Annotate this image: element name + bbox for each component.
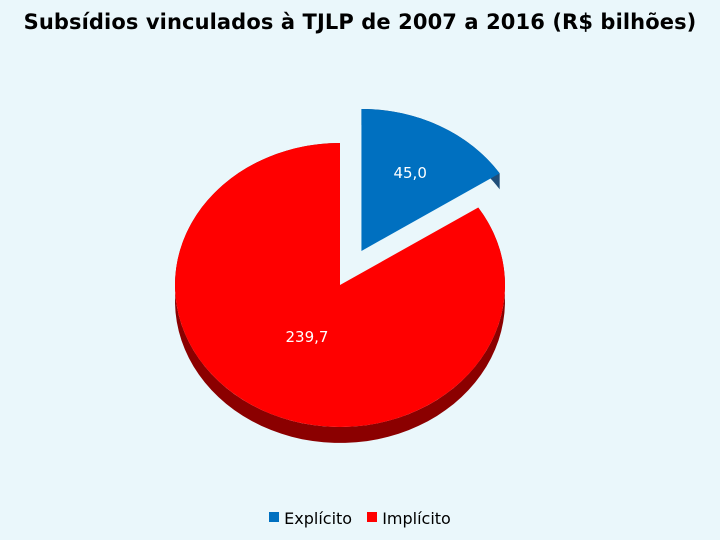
data-label-implicito: 239,7	[286, 328, 329, 346]
legend-label-implicito: Implícito	[382, 508, 451, 528]
pie-slice-implicito	[175, 143, 506, 428]
legend-swatch-implicito	[367, 512, 378, 522]
chart-title: Subsídios vinculados à TJLP de 2007 a 20…	[23, 10, 697, 34]
legend: Explícito Implícito	[0, 507, 720, 528]
legend-swatch-explicito	[269, 512, 280, 522]
pie-label-layer: 45,0 239,7	[286, 164, 427, 346]
pie-top-layer	[175, 108, 506, 428]
legend-item-implicito: Implícito	[367, 508, 451, 528]
data-label-explicito: 45,0	[393, 164, 426, 182]
legend-label-explicito: Explícito	[284, 508, 353, 528]
pie-slice-explicito	[361, 108, 500, 251]
legend-item-explicito: Explícito	[269, 508, 352, 528]
